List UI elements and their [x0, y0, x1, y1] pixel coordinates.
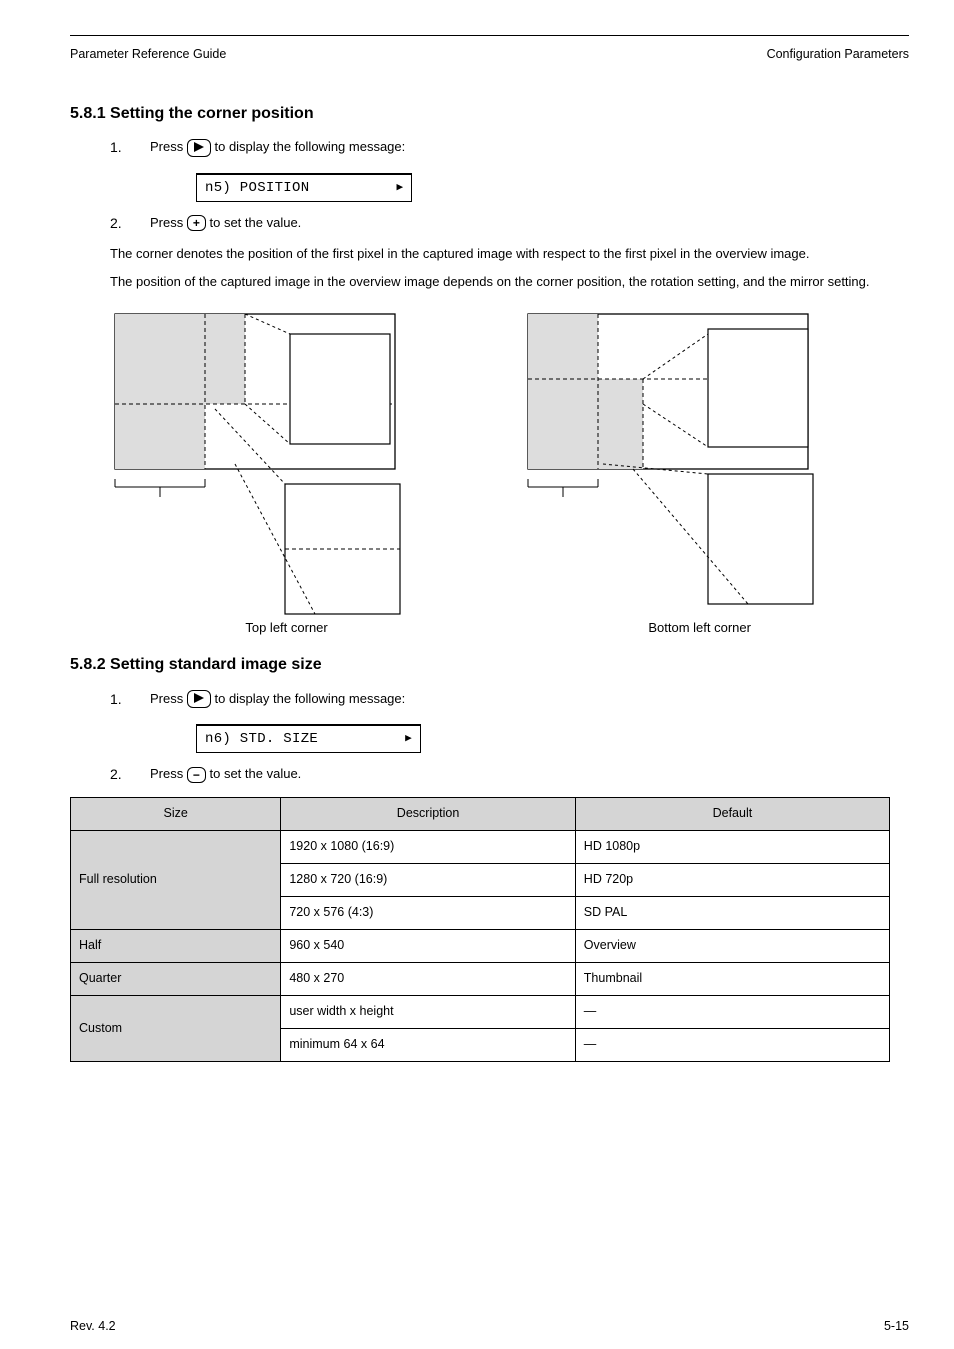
- cell: Thumbnail: [575, 962, 889, 995]
- step-text: Press: [150, 766, 183, 781]
- diagram-caption: Top left corner: [90, 619, 483, 637]
- step-text: to set the value.: [210, 215, 302, 230]
- step-body: Press − to set the value.: [150, 765, 909, 789]
- diagram-top-left: Top left corner: [90, 309, 483, 637]
- step-body: Press to display the following message:: [150, 138, 909, 163]
- cell: 720 x 576 (4:3): [281, 896, 575, 929]
- table-row: Quarter 480 x 270 Thumbnail: [71, 962, 890, 995]
- header-right: Configuration Parameters: [767, 46, 909, 63]
- step-1-1: 1. Press to display the following messag…: [110, 138, 909, 163]
- running-header: Parameter Reference Guide Configuration …: [70, 46, 909, 63]
- footer-left: Rev. 4.2: [70, 1318, 116, 1335]
- lcd-text: n5) POSITION: [205, 180, 309, 196]
- step-text: Press: [150, 215, 183, 230]
- table-row: Custom user width x height —: [71, 995, 890, 1028]
- step-text: to set the value.: [210, 766, 302, 781]
- cell: —: [575, 995, 889, 1028]
- cell: —: [575, 1028, 889, 1061]
- diagram-bottom-left: Bottom left corner: [503, 309, 896, 637]
- cell: Half: [71, 929, 281, 962]
- chevron-right-icon: ▶: [396, 181, 403, 196]
- plus-icon: +: [187, 215, 206, 231]
- step-text: to display the following message:: [214, 139, 405, 154]
- cell: 960 x 540: [281, 929, 575, 962]
- cell: Overview: [575, 929, 889, 962]
- cell: 1920 x 1080 (16:9): [281, 830, 575, 863]
- step-1-2: 2. Press + to set the value.: [110, 214, 909, 238]
- play-icon: [187, 139, 211, 157]
- step-2-1: 1. Press to display the following messag…: [110, 690, 909, 715]
- section-2-title: 5.8.2 Setting standard image size: [70, 654, 909, 676]
- footer-right: 5-15: [884, 1318, 909, 1335]
- cell: Quarter: [71, 962, 281, 995]
- corner-note: The corner denotes the position of the f…: [110, 245, 909, 263]
- cell: 480 x 270: [281, 962, 575, 995]
- step-num: 2.: [110, 214, 150, 233]
- step-text: to display the following message:: [214, 691, 405, 706]
- cell: Full resolution: [71, 830, 281, 929]
- step-num: 2.: [110, 765, 150, 784]
- table-row: Full resolution 1920 x 1080 (16:9) HD 10…: [71, 830, 890, 863]
- lcd-text: n6) STD. SIZE: [205, 731, 318, 747]
- running-footer: Rev. 4.2 5-15: [70, 1318, 909, 1335]
- size-table: Size Description Default Full resolution…: [70, 797, 890, 1062]
- page: Parameter Reference Guide Configuration …: [0, 0, 954, 1349]
- table-row: Half 960 x 540 Overview: [71, 929, 890, 962]
- step-text: Press: [150, 691, 183, 706]
- step-body: Press to display the following message:: [150, 690, 909, 715]
- diagram-caption: Bottom left corner: [503, 619, 896, 637]
- lcd-display-2: n6) STD. SIZE ▶: [196, 724, 421, 753]
- lcd-display-1: n5) POSITION ▶: [196, 173, 412, 202]
- step-num: 1.: [110, 690, 150, 709]
- step-body: Press + to set the value.: [150, 214, 909, 238]
- cell: minimum 64 x 64: [281, 1028, 575, 1061]
- th-size: Size: [71, 797, 281, 830]
- section-1-title: 5.8.1 Setting the corner position: [70, 103, 909, 125]
- header-left: Parameter Reference Guide: [70, 46, 226, 63]
- cell: HD 720p: [575, 863, 889, 896]
- th-def: Default: [575, 797, 889, 830]
- chevron-right-icon: ▶: [405, 732, 412, 747]
- step-num: 1.: [110, 138, 150, 157]
- play-icon: [187, 690, 211, 708]
- rule-top: [70, 35, 909, 36]
- cell: user width x height: [281, 995, 575, 1028]
- minus-icon: −: [187, 767, 206, 783]
- cell: HD 1080p: [575, 830, 889, 863]
- overview-note: The position of the captured image in th…: [110, 273, 909, 291]
- step-2-2: 2. Press − to set the value.: [110, 765, 909, 789]
- cell: 1280 x 720 (16:9): [281, 863, 575, 896]
- step-text: Press: [150, 139, 183, 154]
- th-desc: Description: [281, 797, 575, 830]
- cell: SD PAL: [575, 896, 889, 929]
- table-header-row: Size Description Default: [71, 797, 890, 830]
- cell: Custom: [71, 995, 281, 1061]
- diagram-row: Top left corner: [70, 309, 909, 637]
